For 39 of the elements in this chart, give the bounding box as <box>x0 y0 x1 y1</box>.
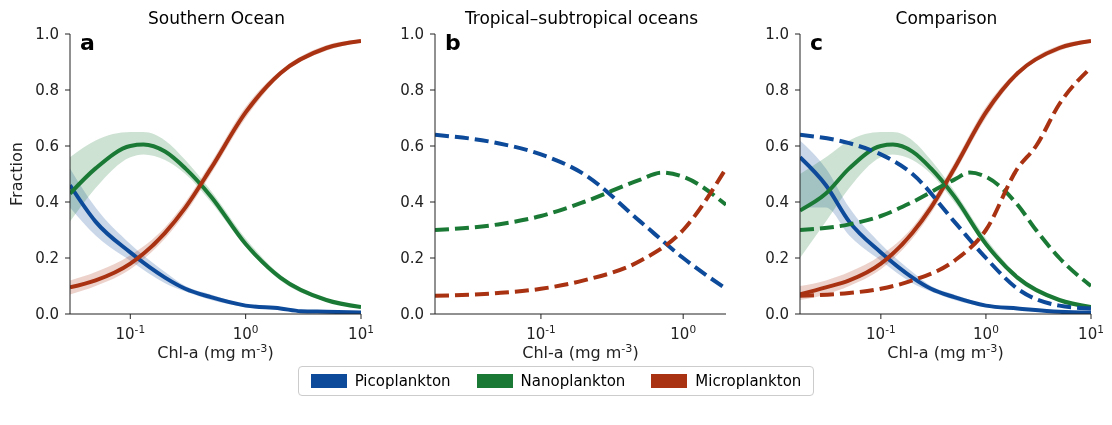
x-axis-title: Chl-a (mg m$^{-3}$) <box>887 341 1004 362</box>
x-tick-label: 10$^{0}$ <box>670 323 697 343</box>
x-tick-label: 10$^{-1}$ <box>526 323 556 343</box>
y-tick-label: 0.0 <box>35 305 59 323</box>
y-tick-label: 1.0 <box>35 25 59 43</box>
y-tick-label: 1.0 <box>765 25 789 43</box>
x-tick-label: 10$^{-1}$ <box>115 323 146 343</box>
x-axis-title: Chl-a (mg m$^{-3}$) <box>157 341 274 362</box>
x-axis-title: Chl-a (mg m$^{-3}$) <box>522 341 639 362</box>
y-tick-label: 0.8 <box>765 81 789 99</box>
y-tick-label: 0.6 <box>400 137 424 155</box>
x-tick-label: 10$^{1}$ <box>348 323 374 343</box>
chart-title: Comparison <box>895 8 998 28</box>
y-tick-label: 0.6 <box>35 137 59 155</box>
y-axis-title: Fraction <box>7 142 26 206</box>
y-tick-label: 1.0 <box>400 25 424 43</box>
y-tick-label: 0.0 <box>400 305 424 323</box>
chart-title: Southern Ocean <box>147 8 286 28</box>
annotation: a <box>80 30 95 55</box>
y-tick-label: 0.8 <box>400 81 424 99</box>
x-tick-label: 10$^{1}$ <box>1078 323 1104 343</box>
annotation: c <box>810 30 824 55</box>
y-tick-label: 0.4 <box>400 193 424 211</box>
x-tick-label: 10$^{-1}$ <box>866 323 896 343</box>
y-tick-label: 0.2 <box>400 249 424 267</box>
legend-label: Picoplankton <box>354 372 451 390</box>
y-tick-label: 0.2 <box>765 249 789 267</box>
y-tick-label: 0.4 <box>765 193 789 211</box>
y-tick-label: 0.4 <box>35 193 59 211</box>
x-tick-label: 10$^{0}$ <box>232 323 259 343</box>
x-tick-label: 10$^{0}$ <box>973 323 999 343</box>
legend-label: Microplankton <box>695 372 802 390</box>
legend-label: Nanoplankton <box>520 372 626 390</box>
y-tick-label: 0.2 <box>35 249 59 267</box>
y-tick-label: 0.0 <box>765 305 789 323</box>
y-tick-label: 0.6 <box>765 137 789 155</box>
annotation: b <box>445 30 461 55</box>
y-tick-label: 0.8 <box>35 81 59 99</box>
chart-title: Tropical–subtropical oceans <box>464 8 699 28</box>
